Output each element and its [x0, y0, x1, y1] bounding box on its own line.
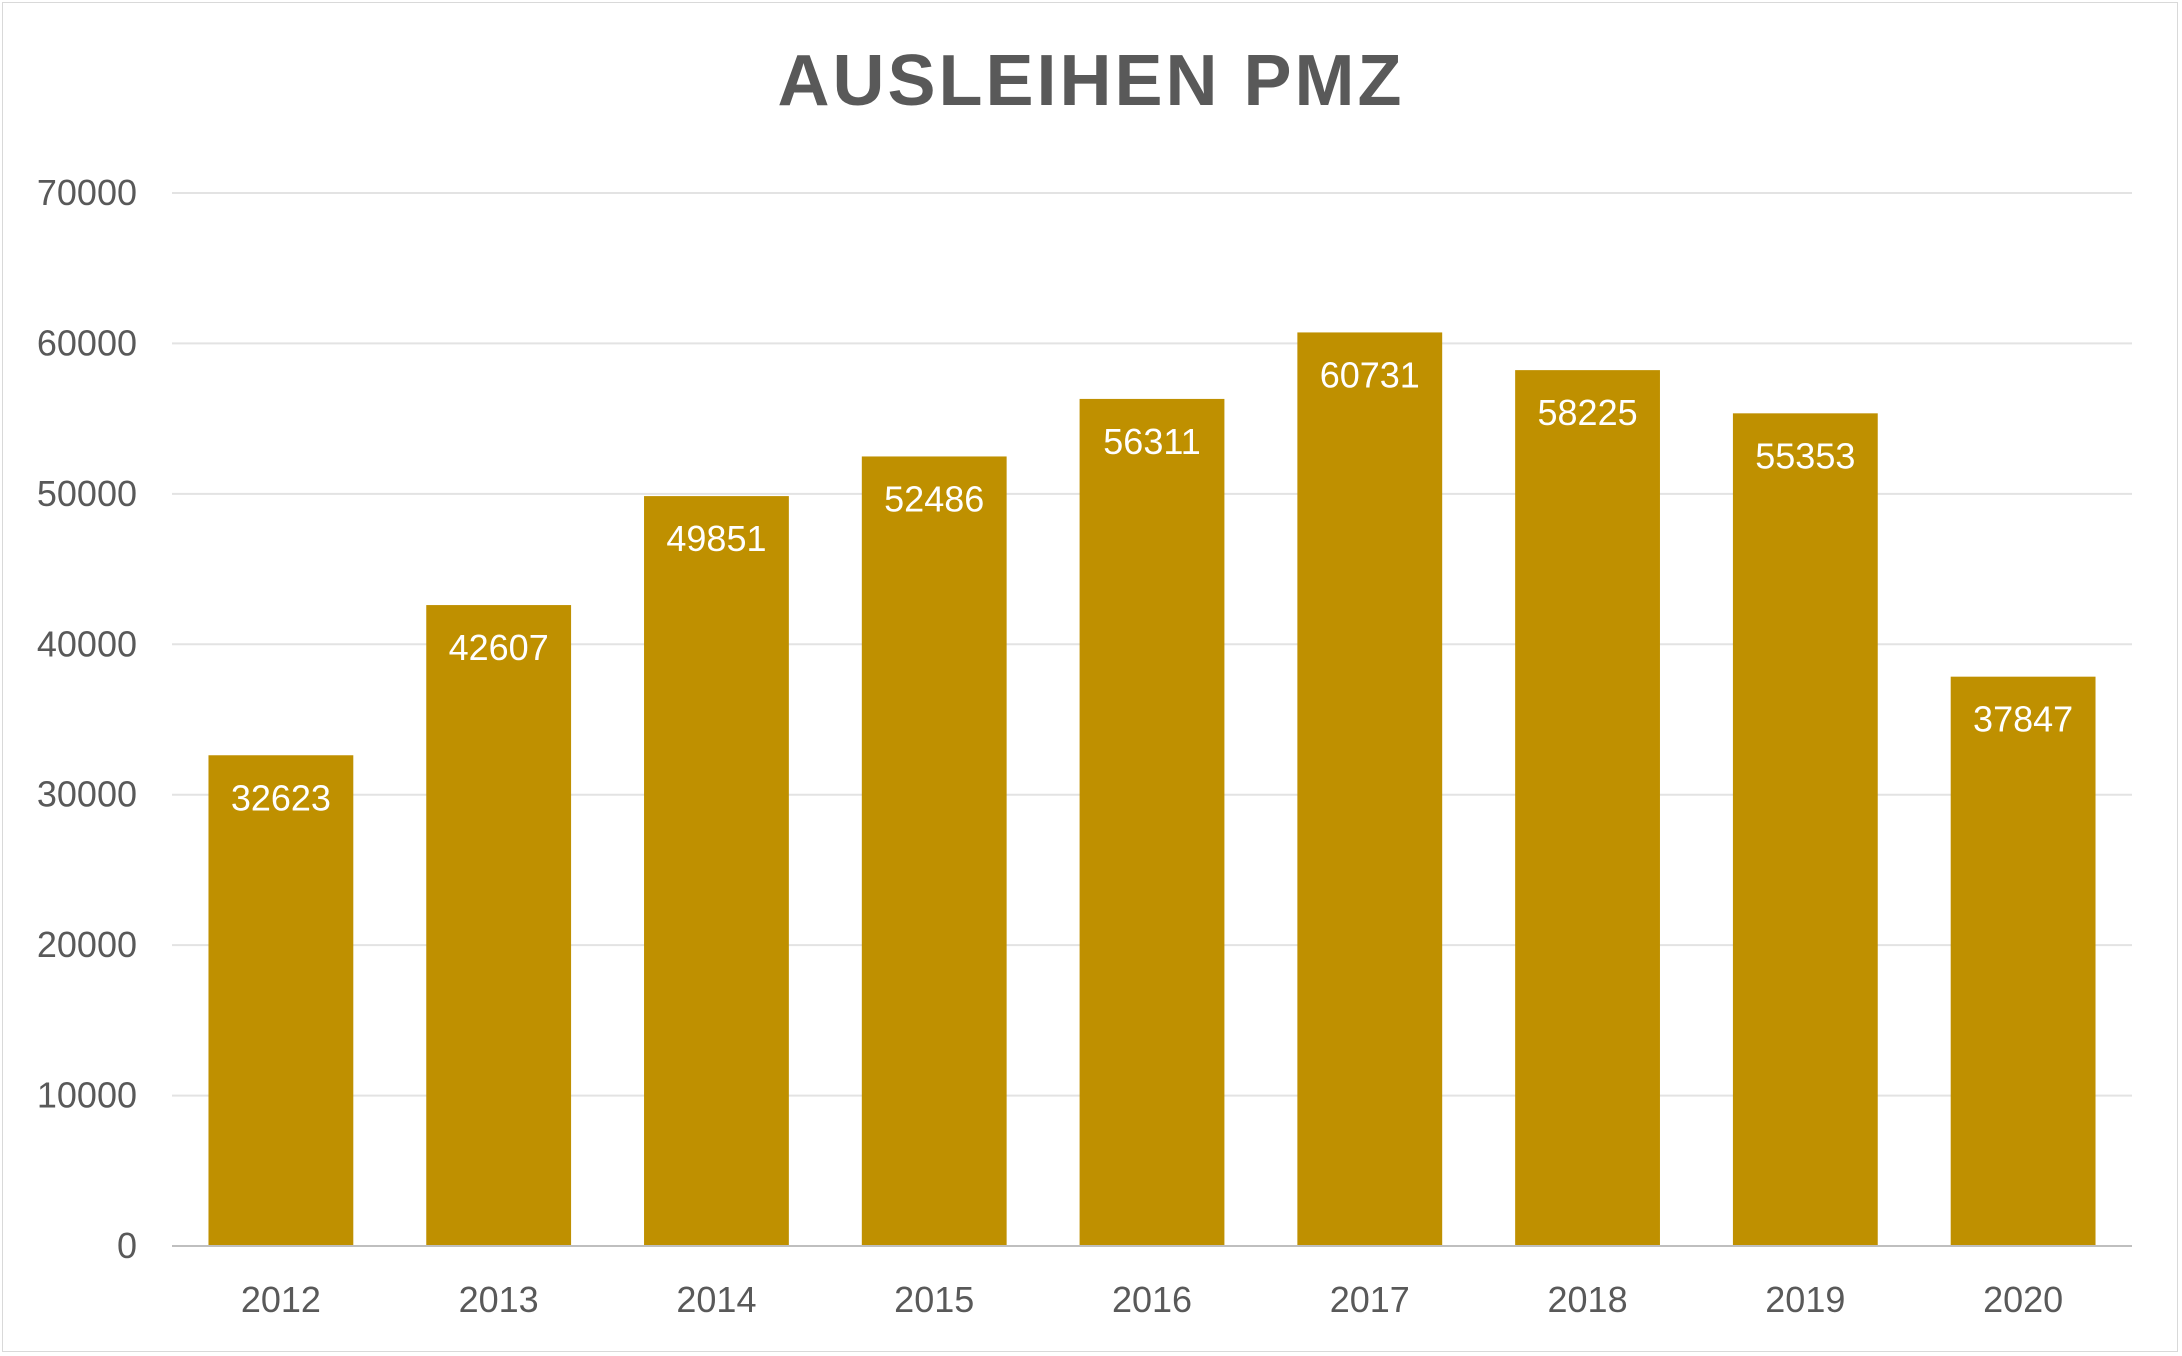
x-tick-label: 2020	[1983, 1279, 2063, 1320]
x-tick-label: 2019	[1765, 1279, 1845, 1320]
bar	[1515, 370, 1660, 1246]
x-tick-label: 2017	[1330, 1279, 1410, 1320]
x-tick-label: 2014	[676, 1279, 756, 1320]
bar	[1297, 332, 1443, 1246]
data-label: 37847	[1973, 699, 2073, 740]
data-label: 49851	[666, 518, 766, 559]
bar	[1079, 398, 1225, 1247]
y-tick-label: 10000	[37, 1075, 137, 1116]
y-tick-label: 30000	[37, 774, 137, 815]
data-label: 42607	[449, 627, 549, 668]
bar	[861, 456, 1007, 1247]
chart-title: AUSLEIHEN PMZ	[777, 41, 1405, 121]
y-tick-label: 20000	[37, 924, 137, 965]
data-label: 32623	[231, 777, 331, 818]
y-tick-label: 40000	[37, 623, 137, 664]
bar	[426, 605, 572, 1246]
data-label: 56311	[1103, 421, 1200, 462]
x-tick-label: 2015	[894, 1279, 974, 1320]
data-label: 52486	[884, 478, 984, 519]
y-tick-label: 0	[117, 1225, 137, 1266]
x-axis-tick-labels: 2012 2013 2014 2015 2016 2017 2018 2019 2020	[241, 1279, 2063, 1320]
y-tick-label: 70000	[37, 172, 137, 213]
data-labels: 32623 42607 49851 52486 56311 60731 58225 55353…	[231, 354, 2073, 818]
x-tick-label: 2013	[459, 1279, 539, 1320]
bar	[1950, 676, 2096, 1246]
data-label: 55353	[1755, 435, 1855, 476]
bars	[208, 332, 2096, 1247]
x-tick-label: 2018	[1548, 1279, 1628, 1320]
y-tick-label: 50000	[37, 473, 137, 514]
data-label: 58225	[1538, 392, 1638, 433]
x-tick-label: 2016	[1112, 1279, 1192, 1320]
bar	[644, 496, 789, 1247]
bar	[1732, 413, 1878, 1246]
data-label: 60731	[1320, 354, 1420, 395]
y-axis-tick-labels: 0 10000 20000 30000 40000 50000 60000 70000	[37, 172, 137, 1266]
bar	[208, 755, 354, 1246]
y-tick-label: 60000	[37, 322, 137, 363]
x-tick-label: 2012	[241, 1279, 321, 1320]
